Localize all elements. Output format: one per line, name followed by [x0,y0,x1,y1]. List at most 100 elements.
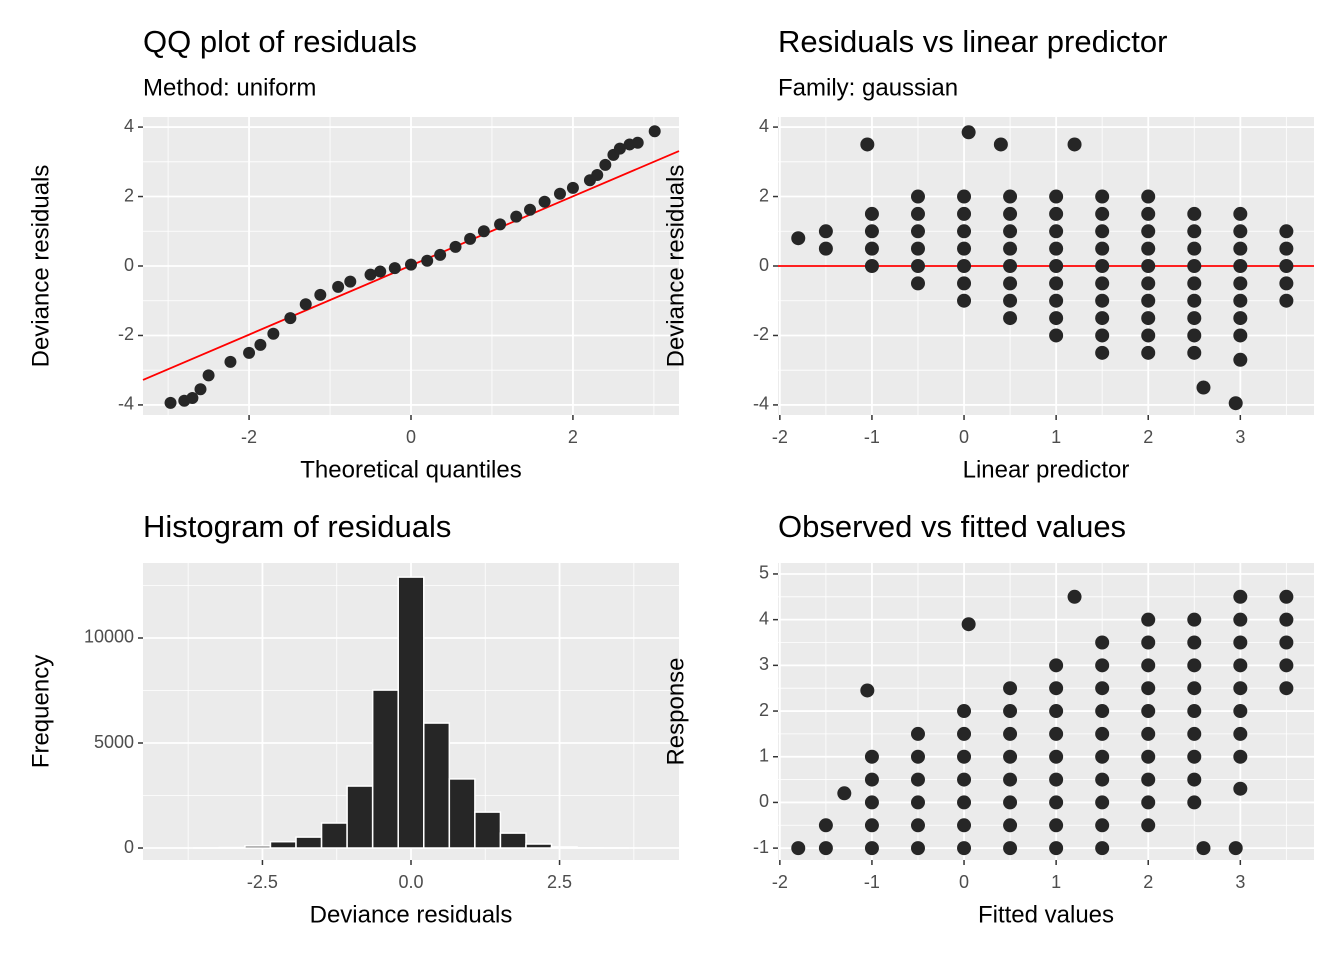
point [1141,206,1156,221]
point [837,786,852,801]
y-tick-label: -2 [753,324,769,344]
x-tick-label: -2 [772,872,788,892]
y-tick-label: 0 [124,837,134,857]
point [1187,612,1202,627]
point [1279,635,1294,650]
x-tick-label: 2 [1143,872,1153,892]
x-tick-label: 1 [1051,872,1061,892]
point [910,841,925,856]
point [860,137,875,152]
point [1003,241,1018,256]
chart-subtitle: Method: uniform [143,74,316,101]
point [1003,772,1018,787]
point [1187,749,1202,764]
point [1141,704,1156,719]
point [1279,612,1294,627]
x-axis-title: Fitted values [978,901,1114,928]
point [1187,635,1202,650]
point [1279,224,1294,239]
point [1233,704,1248,719]
point [910,772,925,787]
point [957,772,972,787]
point [1003,681,1018,696]
point [1233,681,1248,696]
point [1141,726,1156,741]
point [344,275,357,288]
point [1049,681,1064,696]
point [449,240,462,253]
histogram-bar [320,822,348,849]
point [613,142,626,155]
x-axis-title: Theoretical quantiles [300,456,521,483]
point [243,346,256,359]
x-tick-label: 2.5 [547,872,572,892]
point [267,327,280,340]
point [1049,206,1064,221]
chart-title: QQ plot of residuals [143,24,417,59]
x-tick-label: 0 [406,427,416,447]
y-tick-label: 1 [759,745,769,765]
x-tick-label: 3 [1235,872,1245,892]
point [818,841,833,856]
point [1187,772,1202,787]
point [957,224,972,239]
point [1233,224,1248,239]
point [1233,589,1248,604]
point [374,265,387,278]
point [1233,328,1248,343]
y-tick-label: 0 [124,255,134,275]
x-tick-label: -1 [864,427,880,447]
y-tick-label: 2 [759,700,769,720]
point [1233,612,1248,627]
x-tick-label: 2 [568,427,578,447]
point [818,818,833,833]
y-tick-label: -1 [753,837,769,857]
point [1228,396,1243,411]
point [957,726,972,741]
point [1049,311,1064,326]
point [1187,293,1202,308]
point [961,617,976,632]
point [553,187,566,200]
point [1049,704,1064,719]
point [1049,259,1064,273]
histogram-bar [423,722,451,849]
point [864,206,879,221]
point [818,241,833,256]
point [1141,749,1156,764]
point [1049,795,1064,810]
point [957,189,972,204]
y-tick-label: 4 [759,116,769,136]
point [910,818,925,833]
point [957,259,972,273]
y-tick-label: 5000 [94,732,134,752]
point [1141,241,1156,256]
y-axis-title: Frequency [27,655,54,768]
point [186,391,199,404]
point [791,231,806,246]
point [1141,293,1156,308]
point [1095,293,1110,308]
point [1233,276,1248,291]
point [1187,328,1202,343]
point [202,369,215,382]
histogram-bar [499,832,527,849]
point [1049,726,1064,741]
point [1095,328,1110,343]
point [1233,726,1248,741]
point [1095,189,1110,204]
point [1233,206,1248,221]
point [388,262,401,275]
point [1095,635,1110,650]
point [864,818,879,833]
point [864,241,879,256]
point [1095,726,1110,741]
point [1095,241,1110,256]
point [1003,841,1018,856]
histogram-bar [448,778,476,849]
point [332,280,345,293]
point [1003,311,1018,326]
histogram-bar [346,785,374,849]
point [791,841,806,856]
